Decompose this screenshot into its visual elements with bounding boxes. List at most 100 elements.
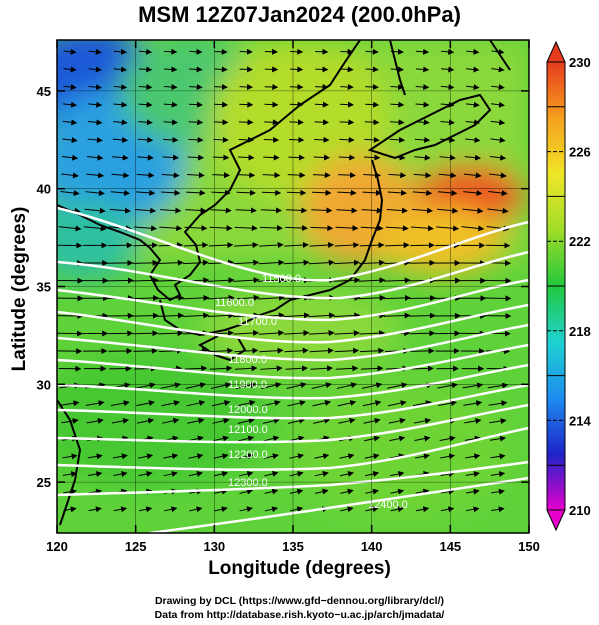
wind-arrow <box>239 488 254 495</box>
wind-arrow <box>88 66 102 73</box>
wind-arrow <box>63 488 77 495</box>
wind-arrow <box>286 189 307 196</box>
wind-arrow <box>415 101 430 108</box>
wind-arrow <box>439 136 456 143</box>
wind-arrow <box>189 66 203 73</box>
wind-arrow <box>214 488 228 495</box>
wind-arrow <box>183 242 209 249</box>
wind-arrow <box>439 435 456 442</box>
wind-arrow <box>88 506 102 513</box>
wind-arrow <box>110 400 130 407</box>
wind-arrow <box>389 154 406 161</box>
x-axis-title: Longitude (degrees) <box>208 558 391 579</box>
wind-arrow <box>264 506 279 513</box>
wind-arrow <box>315 48 329 55</box>
wind-arrow <box>289 488 304 495</box>
wind-arrow <box>337 189 357 196</box>
wind-arrow <box>437 189 458 196</box>
wind-arrow <box>136 417 155 424</box>
wind-arrow <box>112 453 128 460</box>
wind-arrow <box>188 119 204 126</box>
wind-arrow <box>489 435 507 442</box>
wind-arrow <box>239 471 254 477</box>
wind-arrow <box>415 506 430 513</box>
wind-arrow <box>132 259 159 266</box>
contour-label: 11800.0 <box>228 354 267 366</box>
wind-arrow <box>340 66 354 73</box>
wind-arrow <box>62 471 78 478</box>
wind-arrow <box>284 242 309 249</box>
wind-arrow <box>136 400 155 407</box>
wind-arrow <box>390 488 405 495</box>
wind-arrow <box>261 189 282 196</box>
wind-arrow <box>289 506 304 513</box>
wind-arrow <box>88 488 103 495</box>
wind-arrow <box>186 189 206 196</box>
wind-arrow <box>465 101 480 108</box>
contour-label: 11700.0 <box>238 316 277 328</box>
contour-label: 12300.0 <box>228 477 268 489</box>
wind-arrow <box>289 84 304 91</box>
wind-arrow <box>463 190 483 197</box>
wind-arrow <box>410 242 435 249</box>
wind-arrow <box>112 154 129 161</box>
wind-vectors <box>57 48 512 513</box>
wind-arrow <box>60 400 80 407</box>
wind-arrow <box>390 119 405 126</box>
wind-arrow <box>385 225 409 232</box>
wind-arrow <box>62 119 78 126</box>
wind-arrow <box>412 189 433 196</box>
wind-arrow <box>339 471 355 477</box>
wind-arrow <box>465 119 481 126</box>
colorbar: 230 226 222 218 214 210 <box>546 40 591 532</box>
wind-arrow <box>135 189 156 196</box>
wind-arrow <box>185 382 207 389</box>
wind-arrow <box>491 506 505 513</box>
wind-arrow <box>182 294 210 301</box>
wind-arrow <box>258 259 285 266</box>
wind-arrow <box>136 172 155 179</box>
wind-arrow <box>465 488 480 495</box>
wind-arrow <box>163 84 178 91</box>
wind-arrow <box>212 154 230 161</box>
wind-arrow <box>236 382 257 389</box>
wind-arrow <box>182 259 209 266</box>
wind-arrow <box>315 84 329 91</box>
wind-arrow <box>464 417 482 424</box>
wind-arrow <box>187 154 205 161</box>
wind-arrow <box>289 471 304 477</box>
wind-arrow <box>258 330 285 337</box>
wind-arrow <box>207 294 235 301</box>
wind-arrow <box>211 400 231 407</box>
wind-arrow <box>162 154 179 161</box>
wind-arrow <box>138 453 154 460</box>
wind-arrow <box>336 207 358 214</box>
wind-arrow <box>386 207 408 214</box>
wind-arrow <box>415 66 430 73</box>
wind-arrow <box>133 347 158 354</box>
wind-arrow <box>312 189 332 196</box>
wind-arrow <box>415 84 430 91</box>
wind-arrow <box>490 471 506 478</box>
wind-arrow <box>488 400 508 407</box>
wind-arrow <box>289 101 304 108</box>
wind-arrow <box>87 137 103 143</box>
wind-arrow <box>112 136 129 143</box>
y-axis-title: Latitude (degrees) <box>9 206 30 372</box>
wind-arrow <box>465 471 480 477</box>
wind-arrow <box>110 189 131 196</box>
wind-arrow <box>111 417 130 424</box>
wind-arrow <box>490 453 506 460</box>
wind-arrow <box>340 84 354 91</box>
wind-arrow <box>187 172 205 179</box>
contour-label: 12100.0 <box>228 424 268 436</box>
wind-arrow <box>465 137 481 143</box>
wind-arrow <box>161 400 181 407</box>
wind-arrow <box>466 506 480 513</box>
wind-arrow <box>308 312 336 319</box>
y-tick-label: 45 <box>37 84 51 99</box>
wind-arrow <box>312 400 332 407</box>
wind-arrow <box>263 154 280 161</box>
wind-arrow <box>286 207 308 214</box>
wind-arrow <box>58 225 82 232</box>
